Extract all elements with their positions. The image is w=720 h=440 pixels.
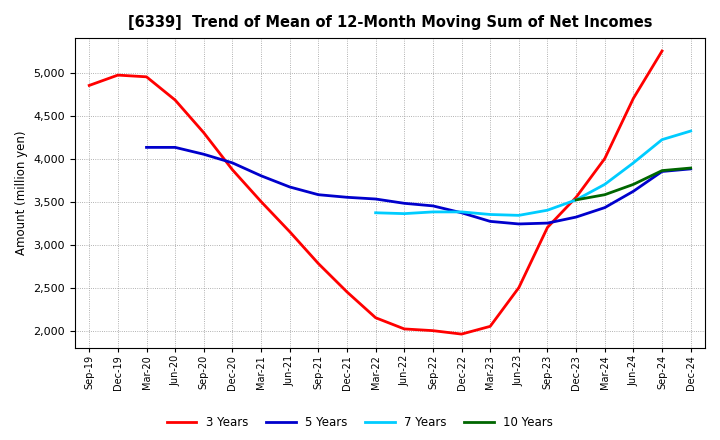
5 Years	[142, 145, 150, 150]
5 Years	[171, 145, 179, 150]
5 Years	[600, 205, 609, 210]
3 Years	[199, 130, 208, 136]
Line: 3 Years: 3 Years	[89, 51, 662, 334]
5 Years	[686, 166, 695, 172]
10 Years	[600, 192, 609, 198]
5 Years	[285, 184, 294, 190]
7 Years	[629, 160, 638, 165]
3 Years	[572, 194, 580, 200]
3 Years	[343, 289, 351, 294]
5 Years	[486, 219, 495, 224]
3 Years	[285, 229, 294, 235]
5 Years	[228, 160, 237, 165]
7 Years	[572, 197, 580, 202]
Y-axis label: Amount (million yen): Amount (million yen)	[15, 131, 28, 255]
5 Years	[657, 169, 666, 174]
3 Years	[486, 324, 495, 329]
Title: [6339]  Trend of Mean of 12-Month Moving Sum of Net Incomes: [6339] Trend of Mean of 12-Month Moving …	[127, 15, 652, 30]
3 Years	[142, 74, 150, 80]
7 Years	[543, 208, 552, 213]
3 Years	[600, 156, 609, 161]
5 Years	[400, 201, 408, 206]
7 Years	[372, 210, 380, 216]
5 Years	[629, 189, 638, 194]
3 Years	[515, 285, 523, 290]
3 Years	[314, 261, 323, 266]
Line: 10 Years: 10 Years	[576, 168, 690, 200]
5 Years	[457, 210, 466, 216]
7 Years	[486, 212, 495, 217]
7 Years	[515, 213, 523, 218]
10 Years	[686, 165, 695, 171]
3 Years	[372, 315, 380, 320]
3 Years	[428, 328, 437, 333]
5 Years	[257, 173, 266, 178]
10 Years	[629, 182, 638, 187]
7 Years	[400, 211, 408, 216]
3 Years	[85, 83, 94, 88]
10 Years	[657, 168, 666, 173]
3 Years	[257, 199, 266, 204]
5 Years	[372, 196, 380, 202]
3 Years	[228, 167, 237, 172]
Legend: 3 Years, 5 Years, 7 Years, 10 Years: 3 Years, 5 Years, 7 Years, 10 Years	[162, 412, 558, 434]
7 Years	[428, 209, 437, 215]
3 Years	[114, 73, 122, 78]
5 Years	[314, 192, 323, 198]
7 Years	[686, 128, 695, 134]
7 Years	[600, 182, 609, 187]
5 Years	[343, 194, 351, 200]
5 Years	[543, 220, 552, 226]
Line: 5 Years: 5 Years	[146, 147, 690, 224]
10 Years	[572, 197, 580, 202]
3 Years	[400, 326, 408, 332]
5 Years	[515, 221, 523, 227]
3 Years	[657, 48, 666, 54]
3 Years	[457, 331, 466, 337]
7 Years	[457, 209, 466, 215]
5 Years	[199, 152, 208, 157]
3 Years	[171, 97, 179, 103]
7 Years	[657, 137, 666, 142]
3 Years	[629, 95, 638, 101]
3 Years	[543, 225, 552, 230]
5 Years	[428, 203, 437, 209]
Line: 7 Years: 7 Years	[376, 131, 690, 215]
5 Years	[572, 214, 580, 220]
